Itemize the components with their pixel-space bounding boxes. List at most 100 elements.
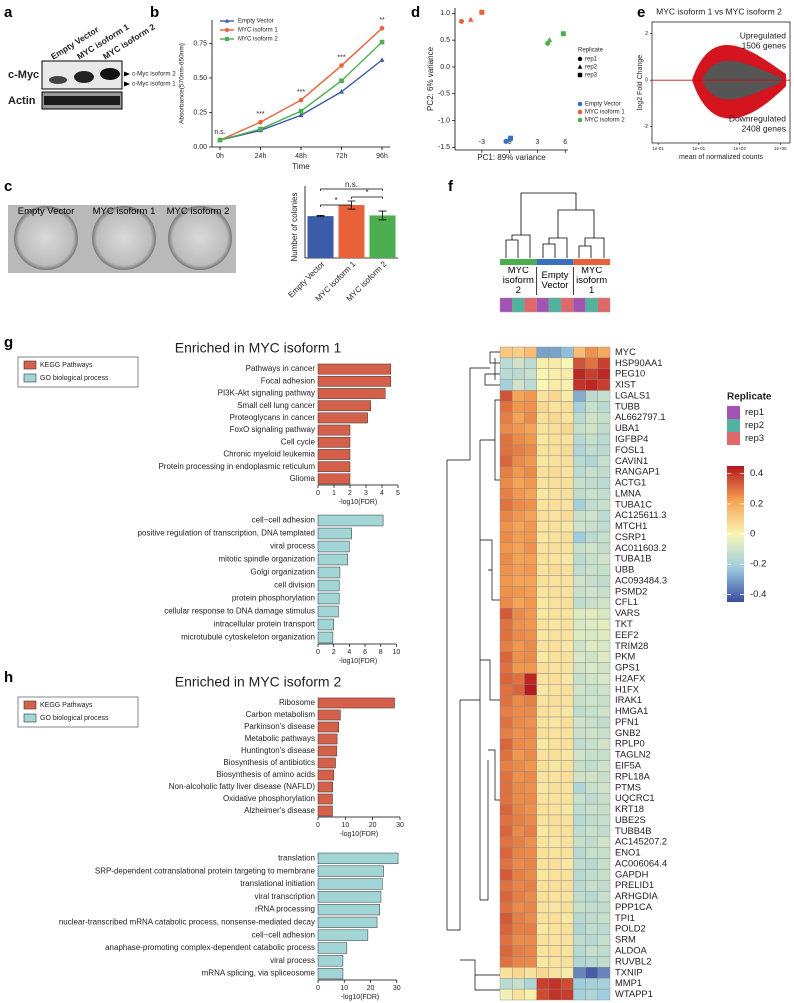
group-label-box: Empty Vector <box>542 271 569 291</box>
category-label: viral transcription <box>255 892 315 901</box>
heat-cell <box>597 477 611 489</box>
colony-label: MYC isoform 1 <box>92 206 156 217</box>
chart-title: MYC isoform 1 vs MYC isoform 2 <box>656 6 782 16</box>
category-label: anaphase-promoting complex-dependent cat… <box>105 943 315 952</box>
heat-cell <box>499 945 513 957</box>
heat-cell <box>597 379 611 391</box>
band-arrow <box>124 81 130 87</box>
heat-cell <box>597 662 611 674</box>
heat-cell <box>499 346 513 359</box>
marker <box>225 37 229 41</box>
row-label: RUVBL2 <box>615 955 651 966</box>
heat-cell <box>548 673 562 685</box>
heat-cell <box>499 803 513 816</box>
group-label-box: MYC isoform 1 <box>576 267 607 295</box>
marker <box>258 119 263 125</box>
heat-cell <box>512 368 525 380</box>
heat-cell <box>512 814 525 827</box>
heat-cell <box>536 433 550 446</box>
legend-swatch <box>23 700 37 710</box>
heat-cell <box>536 542 550 554</box>
heat-cell <box>548 651 562 663</box>
heat-cell <box>499 542 513 554</box>
heat-cell <box>499 705 513 718</box>
colony-label-box: Empty Vector <box>18 207 75 217</box>
heat-cell <box>597 520 611 533</box>
color-tick-label: -0.4 <box>750 589 766 600</box>
heat-cell <box>524 401 537 413</box>
group-bar <box>573 259 610 265</box>
heat-cell <box>585 858 598 870</box>
legend-label: rep3 <box>585 73 598 79</box>
heat-cell <box>573 597 586 609</box>
heat-cell <box>597 988 611 1001</box>
heat-cell <box>499 912 513 925</box>
blot-row-label: Actin <box>8 95 36 107</box>
heat-cell <box>499 923 513 935</box>
heat-cell <box>536 401 550 413</box>
marker <box>338 89 345 94</box>
heat-cell <box>597 705 611 718</box>
heat-cell <box>573 836 586 848</box>
category-label: Carbon metabolism <box>246 710 316 719</box>
heat-cell <box>597 575 611 587</box>
heat-cell <box>573 771 586 783</box>
heat-cell <box>524 444 537 457</box>
heat-cell <box>536 793 550 805</box>
x-axis-label: -log10(FDR) <box>341 994 380 1001</box>
y-tick-label: 0.25 <box>193 109 207 116</box>
row-label: MMP1 <box>615 977 642 988</box>
x-tick-label: 4 <box>347 649 351 656</box>
heat-cell <box>536 695 550 707</box>
heat-cell <box>548 488 562 500</box>
heat-cell <box>548 455 562 467</box>
heat-cell <box>512 912 525 925</box>
heat-cell <box>585 499 598 511</box>
heat-cell <box>548 629 562 642</box>
color-tick-label: 0.4 <box>750 468 763 479</box>
heat-cell <box>512 477 525 489</box>
heat-cell <box>585 793 598 805</box>
row-label: GAPDH <box>615 868 648 879</box>
heat-cell <box>597 803 611 816</box>
row-label: EIF5A <box>615 759 642 770</box>
legend-swatch <box>727 432 740 445</box>
heat-cell <box>499 738 513 750</box>
row-label: GPS1 <box>615 662 640 673</box>
heat-cell <box>499 847 513 859</box>
heat-cell <box>585 346 598 359</box>
heat-cell <box>512 499 525 511</box>
heat-cell <box>524 847 537 859</box>
heat-cell <box>524 890 537 903</box>
heat-cell <box>499 836 513 848</box>
heat-cell <box>536 651 550 663</box>
heat-cell <box>573 608 586 620</box>
heat-cell <box>560 390 574 402</box>
heat-cell <box>524 760 537 772</box>
x-tick-label: 0 <box>316 649 320 656</box>
marker <box>479 9 485 15</box>
heat-cell <box>536 586 550 598</box>
heat-cell <box>512 662 525 674</box>
heat-cell <box>512 934 525 946</box>
heat-cell <box>548 901 562 914</box>
row-label: SRM <box>615 934 636 945</box>
legend-label: rep3 <box>745 433 764 444</box>
category-label: mRNA splicing, via spliceosome <box>202 969 316 978</box>
marker <box>298 97 304 103</box>
heat-cell <box>499 608 513 620</box>
bracket-label: n.s. <box>345 180 358 189</box>
category-label: Huntington's disease <box>241 746 316 755</box>
band <box>74 71 94 83</box>
x-tick-label: 1 <box>332 490 336 497</box>
heat-cell <box>499 422 513 435</box>
x-tick-label: 10 <box>393 649 401 656</box>
heat-cell <box>585 357 598 369</box>
heat-cell <box>512 825 525 837</box>
heat-cell <box>585 684 598 696</box>
heat-cell <box>499 401 513 413</box>
heat-cell <box>536 945 550 957</box>
heat-cell <box>573 901 586 914</box>
replicate-cell <box>524 297 537 313</box>
category-label: Golgi organization <box>251 568 315 577</box>
